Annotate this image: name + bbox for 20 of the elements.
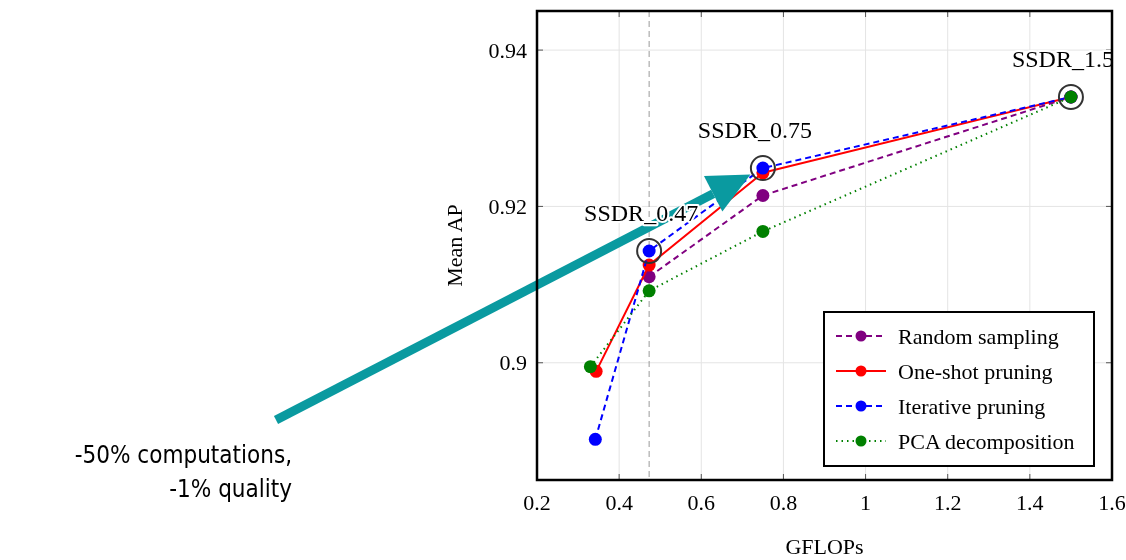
legend-label: Random sampling	[898, 323, 1059, 349]
x-tick-label: 1.4	[1016, 490, 1044, 515]
x-tick-label: 0.4	[605, 490, 633, 515]
legend-label: PCA decomposition	[898, 428, 1075, 454]
x-tick-label: 0.8	[769, 490, 798, 515]
legend-label: One-shot pruning	[898, 358, 1053, 384]
annotation: SSDR_1.5	[1011, 45, 1114, 72]
y-axis-title: Mean AP	[442, 204, 467, 287]
text: -50% computations, -1% quality	[74, 441, 293, 503]
y-tick-label: 0.9	[499, 350, 527, 376]
legend-label: Iterative pruning	[898, 393, 1046, 419]
x-tick-label: 1.6	[1098, 490, 1126, 515]
x-tick-label: 1	[860, 490, 872, 515]
x-tick-label: 1.2	[933, 490, 962, 515]
annotation: SSDR_0.75	[697, 117, 812, 144]
x-tick-label: 0.6	[687, 490, 716, 515]
y-tick-label: 0.94	[488, 37, 527, 63]
x-axis-title: GFLOPs	[785, 534, 864, 559]
x-tick-label: 0.2	[523, 490, 551, 515]
y-tick-label: 0.92	[488, 194, 527, 220]
